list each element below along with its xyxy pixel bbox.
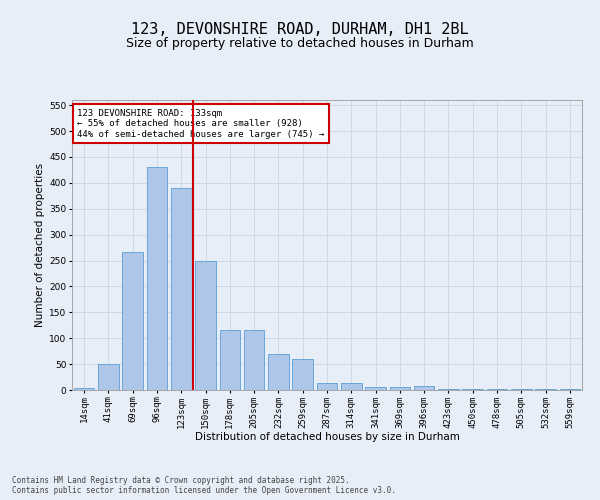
Bar (560, 389, 580, 390)
Bar (414, 386, 434, 390)
Bar (98, 364, 119, 390)
Bar (341, 384, 362, 390)
Bar (74, 388, 94, 390)
Text: Contains HM Land Registry data © Crown copyright and database right 2025.
Contai: Contains HM Land Registry data © Crown c… (12, 476, 396, 495)
Text: 123 DEVONSHIRE ROAD: 133sqm
← 55% of detached houses are smaller (928)
44% of se: 123 DEVONSHIRE ROAD: 133sqm ← 55% of det… (77, 108, 325, 138)
Y-axis label: Number of detached properties: Number of detached properties (35, 163, 45, 327)
Bar (292, 359, 313, 390)
Bar (389, 388, 410, 390)
Bar (220, 330, 240, 390)
X-axis label: Distribution of detached houses by size in Durham: Distribution of detached houses by size … (194, 432, 460, 442)
Bar (365, 388, 386, 390)
Text: Size of property relative to detached houses in Durham: Size of property relative to detached ho… (126, 38, 474, 51)
Bar (268, 354, 289, 390)
Bar (438, 389, 459, 390)
Bar (317, 384, 337, 390)
Bar (171, 188, 191, 390)
Text: 123, DEVONSHIRE ROAD, DURHAM, DH1 2BL: 123, DEVONSHIRE ROAD, DURHAM, DH1 2BL (131, 22, 469, 38)
Bar (122, 252, 143, 390)
Bar (195, 260, 216, 390)
Bar (146, 168, 167, 390)
Bar (244, 330, 265, 390)
